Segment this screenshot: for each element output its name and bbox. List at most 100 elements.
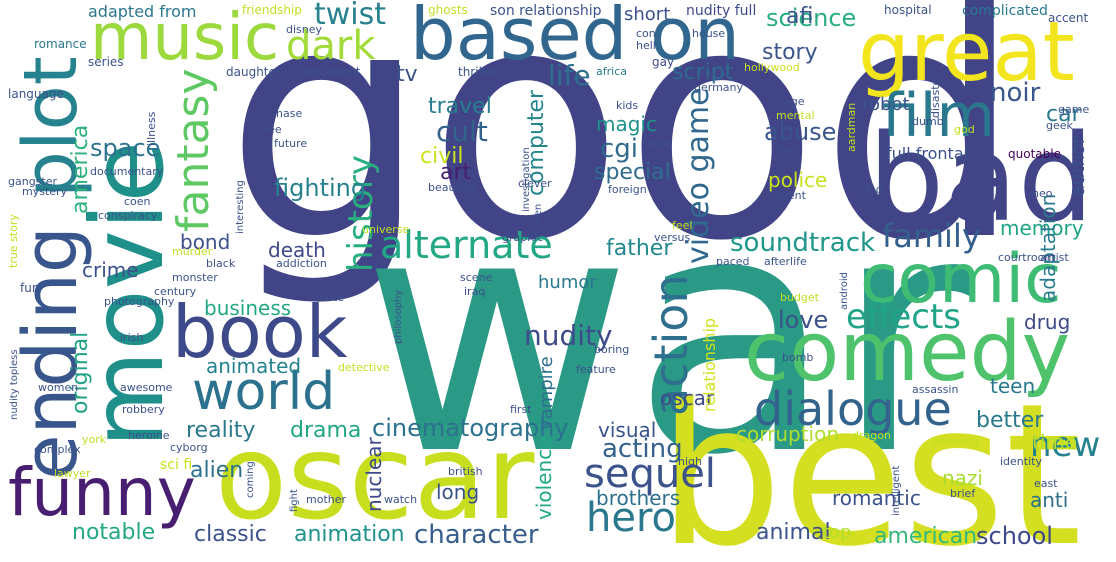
word-drama: drama [290, 418, 362, 443]
word-romantic: romantic [832, 486, 921, 510]
word-police: police [768, 168, 828, 192]
word-chase: chase [270, 107, 303, 120]
word-series: series [88, 55, 124, 69]
word-first: first [510, 403, 532, 416]
word-high: high [678, 455, 702, 468]
word-nazi: nazi [942, 466, 983, 490]
word-courtroom: courtroom [998, 251, 1056, 264]
word-top: top [822, 522, 852, 543]
word-dialogue: dialogue [754, 382, 952, 436]
word-full-frontal: full frontal [886, 144, 969, 163]
word-silent: silent [776, 189, 806, 202]
word-special: special [594, 160, 671, 185]
word-music: music [90, 1, 280, 75]
word-iraq: iraq [464, 285, 486, 298]
word-sci-fi: sci fi [160, 457, 193, 473]
word-violence: violence [532, 436, 556, 520]
word-anti: anti [1030, 488, 1069, 512]
word-investigation: investigation [521, 147, 532, 212]
word-illness: illness [145, 111, 158, 146]
word-visual: visual [598, 418, 657, 442]
word-american: american [874, 524, 978, 549]
word-author: author [1068, 136, 1089, 196]
word-graphic: graphic [502, 231, 544, 244]
word-afterlife: afterlife [764, 255, 807, 268]
word-school: school [976, 522, 1053, 550]
word-business: business [204, 296, 292, 320]
word-philosophy: philosophy [393, 289, 404, 344]
word-america: america [68, 124, 93, 214]
word-robot: robot [862, 94, 910, 115]
word-bad: bad [868, 110, 1094, 249]
word-language: language [8, 87, 64, 101]
word-hero: hero [586, 495, 676, 541]
word-family: family [882, 217, 981, 255]
word-alternate: alternate [380, 223, 553, 267]
word-story: story [762, 40, 818, 65]
word-short: short [624, 4, 671, 25]
word-script: script [672, 60, 734, 85]
word-murder: murder [172, 245, 213, 258]
word-film: film [882, 81, 995, 151]
word-beautiful: beautiful [428, 181, 477, 194]
word-intelligent: intelligent [891, 465, 902, 516]
word-afi: afi [786, 4, 814, 29]
word-versus: versus [654, 231, 691, 244]
word-scene: scene [460, 271, 493, 284]
word-soundtrack: soundtrack [730, 228, 876, 258]
word-mystery: mystery [22, 185, 68, 198]
word-dragon: dragon [852, 429, 891, 442]
word-effects: effects [846, 297, 961, 337]
word-coming: coming [245, 461, 256, 498]
word-black: black [206, 257, 236, 270]
word-neo: neo [1032, 187, 1053, 200]
word-better: better [976, 408, 1044, 433]
word-disaster: disaster [929, 74, 942, 118]
word-true-story: true story [7, 214, 20, 268]
word-game: game [1058, 103, 1090, 116]
word-photography: photography [104, 295, 175, 308]
word-ghosts: ghosts [428, 3, 468, 17]
word-conspiracy: conspiracy [98, 209, 158, 222]
word-crime: crime [82, 258, 139, 282]
word-detective: detective [338, 361, 390, 374]
word-teen: teen [990, 374, 1036, 398]
word-travel: travel [428, 94, 492, 119]
word-hollywood: hollywood [744, 61, 800, 74]
word-dog: dog [862, 183, 883, 196]
word-nudity: nudity [524, 319, 613, 352]
word-complex: complex [34, 443, 81, 456]
word-memory: memory [1000, 216, 1084, 240]
word-daughter: daughter [226, 65, 281, 79]
word-geek: geek [1046, 119, 1073, 132]
word-cyborg: cyborg [170, 441, 208, 454]
word-civil: civil [420, 144, 464, 169]
word-war: war [362, 143, 970, 527]
word-gangster: gangster [8, 175, 58, 188]
word-corruption: corruption [736, 422, 840, 446]
word-bond: bond [180, 230, 231, 254]
word-character: character [414, 520, 539, 550]
word-excellent: excellent [306, 65, 361, 79]
word-robbery: robbery [122, 403, 165, 416]
word-history: history [341, 155, 381, 272]
word-gay: gay [652, 55, 675, 69]
word-long: long [436, 480, 480, 504]
word-con: con [636, 27, 656, 40]
word-age: age [784, 95, 805, 108]
word-god: god [954, 123, 975, 136]
word-thriller: thriller [458, 65, 498, 79]
word-nudity-topless: nudity topless [9, 349, 20, 420]
word-fun: fun [20, 281, 40, 295]
word-friendship: friendship [242, 3, 302, 17]
word-kids: kids [616, 99, 639, 112]
word-life: life [548, 59, 591, 92]
word-non: non [650, 137, 671, 150]
word-monster: monster [172, 271, 218, 284]
word-love: love [778, 306, 829, 334]
word-good: good [225, 0, 1023, 311]
word-aardman: aardman [845, 102, 858, 152]
word-notable: notable [72, 520, 156, 545]
word-budget: budget [780, 291, 819, 304]
word-original: original [68, 331, 93, 414]
